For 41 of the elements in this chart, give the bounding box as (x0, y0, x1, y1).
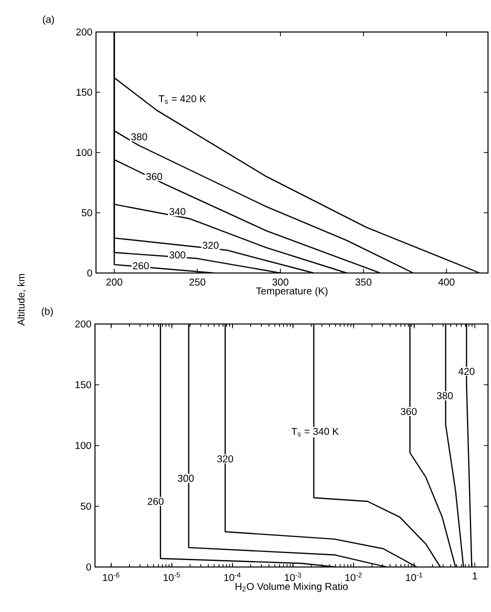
annotation: 340 (169, 208, 186, 216)
annotation: 260 (133, 262, 149, 270)
y-tick-label: 50 (80, 502, 92, 510)
annotation: 380 (436, 392, 453, 400)
x-axis-title: Temperature (K) (256, 287, 328, 296)
annotation: 380 (131, 133, 148, 140)
y-axis-title: Altitude, km (17, 274, 26, 326)
x-tick-label: 10$^{-3}$ (284, 572, 302, 582)
y-tick-label: 200 (75, 320, 92, 328)
x-tick-label: 200 (106, 278, 122, 286)
x-tick-label: 250 (189, 278, 206, 286)
annotation: T$_{s}$ = 420 K (158, 95, 206, 104)
x-tick-label: 1 (472, 572, 478, 580)
x-tick-label: 300 (272, 278, 288, 286)
annotation: 320 (202, 242, 219, 249)
x-tick-label: 350 (355, 278, 372, 286)
annotation: 260 (148, 498, 164, 505)
x-tick-label: 10$^{-1}$ (406, 572, 422, 582)
chart-title: (a) (42, 15, 54, 25)
annotation: T$_{s}$ = 340 K (291, 428, 339, 436)
annotation: 360 (146, 173, 162, 180)
y-tick-label: 100 (76, 442, 92, 450)
x-tick-label: 10$^{-5}$ (164, 572, 180, 582)
x-axis-title: H$_{2}$O Volume Mixing Ratio (236, 582, 348, 592)
y-tick-label: 0 (86, 563, 92, 571)
annotation: 300 (178, 474, 194, 482)
x-tick-label: 10$^{-6}$ (103, 572, 120, 582)
y-tick-label: 100 (76, 148, 92, 156)
y-tick-label: 150 (76, 88, 92, 96)
annotation: 420 (458, 368, 474, 375)
x-tick-label: 400 (438, 278, 454, 286)
x-tick-label: 10$^{-2}$ (345, 572, 362, 582)
annotation: 320 (217, 455, 234, 462)
y-tick-label: 150 (76, 381, 92, 388)
chart-title: (b) (42, 307, 53, 317)
x-tick-label: 10$^{-4}$ (224, 572, 241, 582)
annotation: 360 (400, 408, 417, 416)
y-tick-label: 0 (87, 269, 92, 277)
annotation: 300 (169, 251, 186, 258)
y-tick-label: 50 (82, 209, 92, 216)
y-tick-label: 200 (76, 28, 92, 36)
